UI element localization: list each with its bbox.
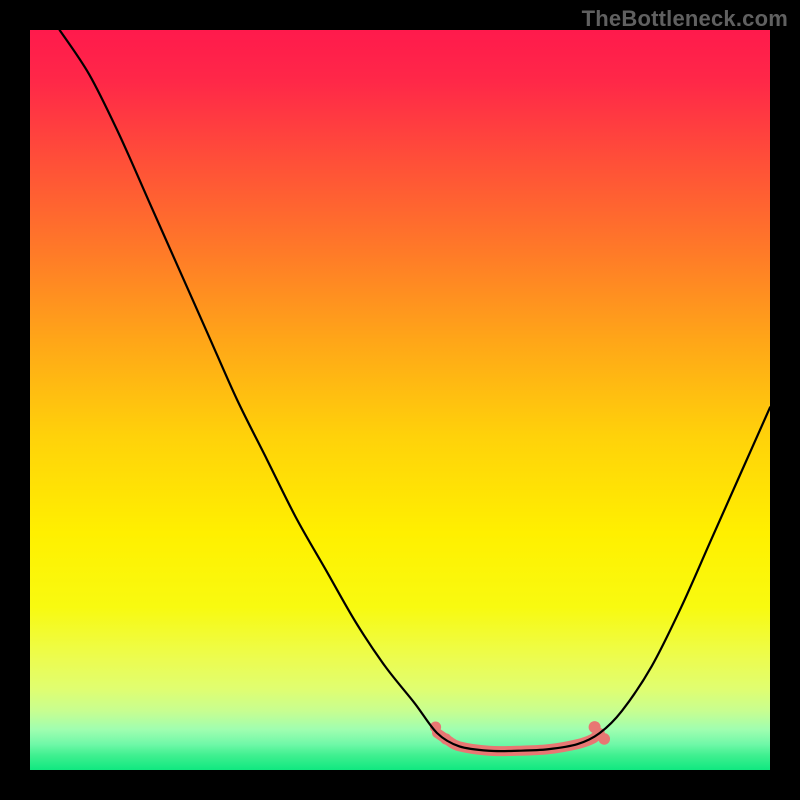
- gradient-background: [30, 30, 770, 770]
- chart-svg: [30, 30, 770, 770]
- attribution-text: TheBottleneck.com: [582, 6, 788, 32]
- bottleneck-chart: [30, 30, 770, 770]
